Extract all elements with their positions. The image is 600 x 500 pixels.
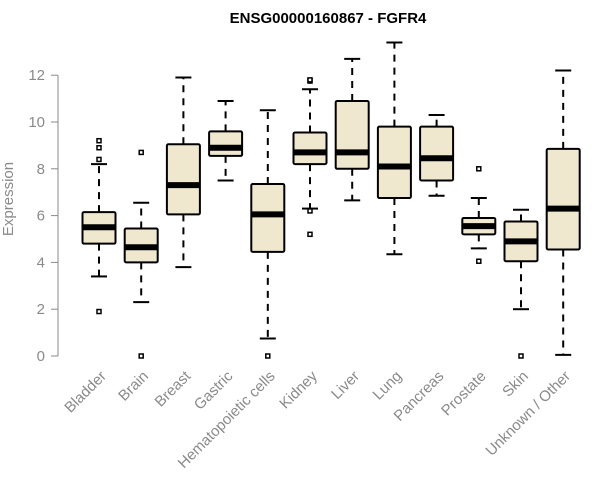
iqr-box [165,143,201,216]
x-tick-label: Kidney [276,367,321,412]
iqr-box [545,147,581,251]
y-tick-label: 4 [37,254,45,271]
outlier-point [476,166,482,172]
outlier-point [476,258,482,264]
x-tick-label: Prostate [438,368,490,420]
y-tick-label: 10 [28,114,45,131]
x-tick-label: Breast [152,367,195,410]
outlier-point [96,144,102,151]
outlier-point [96,137,102,144]
outlier-point [138,149,144,156]
y-axis-label: Expression [0,162,17,236]
outlier-point [96,308,102,315]
iqr-box [208,130,244,157]
iqr-box [292,131,328,166]
iqr-box [419,125,455,182]
box-kidney [292,77,328,238]
y-tick-label: 8 [37,161,45,178]
iqr-box [334,99,370,170]
chart-title: ENSG00000160867 - FGFR4 [230,10,427,27]
outlier-point [518,353,524,359]
box-skin [503,208,539,359]
y-tick-label: 2 [37,301,45,318]
x-tick-label: Brain [115,368,152,405]
x-tick-label: Liver [328,368,363,403]
boxes-group [81,41,581,359]
box-prostate [461,166,497,264]
y-tick-label: 6 [37,208,45,225]
box-unknown-other [545,69,581,356]
x-tick-label: Bladder [61,368,110,417]
box-gastric [208,99,244,182]
box-breast [165,76,201,269]
y-tick-label: 0 [37,348,45,365]
box-bladder [81,137,117,315]
y-axis: 0 2 4 6 8 10 12 [28,67,59,365]
box-lung [376,41,412,256]
x-tick-label: Lung [370,368,406,404]
outlier-point [307,231,313,238]
outlier-point [96,156,102,163]
iqr-box [376,125,412,200]
y-tick-label: 12 [28,67,45,84]
outlier-point [138,353,144,359]
box-hematopoietic-cells [250,109,286,359]
outlier-point [307,77,313,83]
outlier-point [265,353,271,359]
box-pancreas [419,113,455,197]
x-tick-label: Skin [499,368,532,401]
outlier-point [307,208,313,214]
box-brain [123,149,159,359]
box-liver [334,57,370,202]
iqr-box [250,183,286,253]
